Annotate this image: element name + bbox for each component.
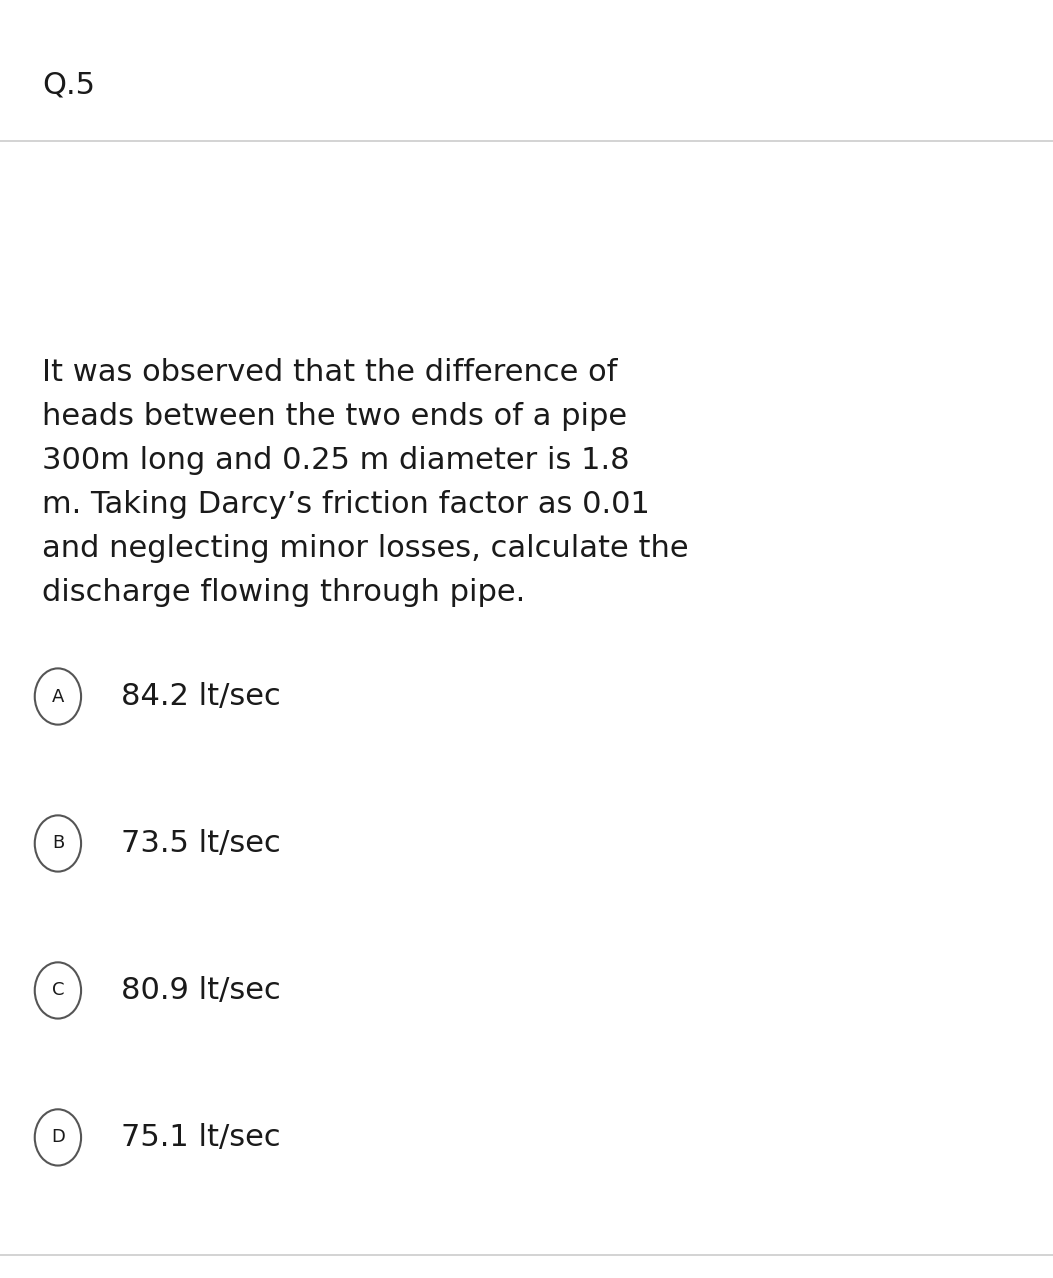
Text: C: C	[52, 982, 64, 999]
Text: 84.2 lt/sec: 84.2 lt/sec	[121, 682, 281, 711]
Text: B: B	[52, 835, 64, 852]
Text: 75.1 lt/sec: 75.1 lt/sec	[121, 1123, 281, 1151]
Text: Q.5: Q.5	[42, 70, 95, 100]
Text: It was observed that the difference of
heads between the two ends of a pipe
300m: It was observed that the difference of h…	[42, 358, 689, 607]
Text: A: A	[52, 688, 64, 705]
Text: 80.9 lt/sec: 80.9 lt/sec	[121, 976, 281, 1005]
Text: D: D	[51, 1128, 65, 1146]
Text: 73.5 lt/sec: 73.5 lt/sec	[121, 829, 281, 858]
